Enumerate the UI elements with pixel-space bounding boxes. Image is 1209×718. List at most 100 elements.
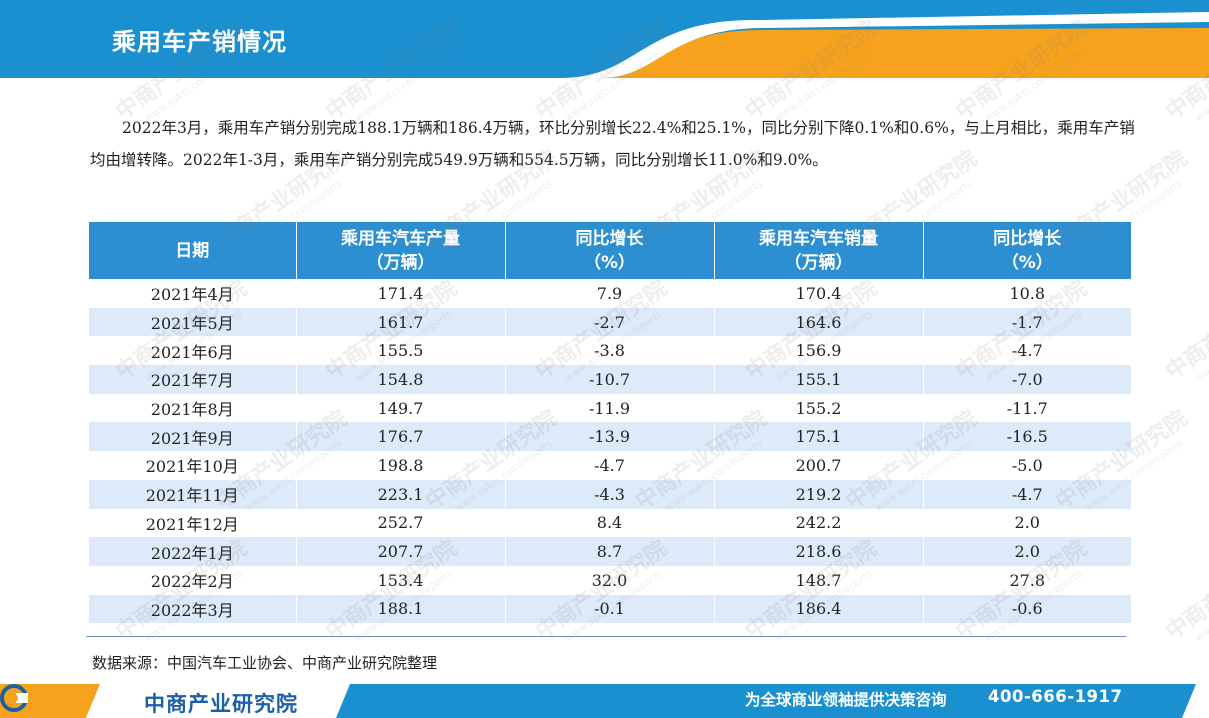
table-cell: 2021年7月 <box>89 365 297 394</box>
table-row: 2021年5月 161.7 -2.7 164.6 -1.7 <box>89 307 1131 337</box>
page-title: 乘用车产销情况 <box>112 28 287 56</box>
table-cell: -0.6 <box>923 594 1131 624</box>
table-cell: -10.7 <box>505 365 715 394</box>
table-cell: 149.7 <box>296 393 506 423</box>
svg-text:www.askci.com/reports: www.askci.com/reports <box>1193 309 1209 384</box>
column-header-label: 同比增长 <box>575 228 644 249</box>
table-cell: 188.1 <box>296 594 506 624</box>
footer-phone: 400-666-1917 <box>988 687 1123 706</box>
column-header-label: 乘用车汽车销量 <box>759 228 878 249</box>
logo-icon <box>0 684 28 712</box>
table-cell: 155.5 <box>296 336 506 366</box>
table-cell: -4.3 <box>505 479 715 509</box>
table-cell: 2.0 <box>923 508 1131 538</box>
svg-text:中商产业研究院: 中商产业研究院 <box>1161 275 1209 385</box>
table-cell: 164.6 <box>714 307 924 337</box>
table-cell: 155.2 <box>714 393 924 423</box>
table-cell: 2022年1月 <box>89 537 297 566</box>
logo-text: 中商产业研究院 <box>144 692 298 716</box>
svg-text:中商产业研究院: 中商产业研究院 <box>1161 535 1209 645</box>
column-header-label: 乘用车汽车产量 <box>341 228 460 249</box>
table-cell: 156.9 <box>714 336 924 366</box>
table-cell: 218.6 <box>714 537 924 566</box>
footer-banner: 中商产业研究院 为全球商业领袖提供决策咨询 400-666-1917 <box>0 684 1209 718</box>
table-cell: -11.7 <box>923 393 1131 423</box>
table-cell: 207.7 <box>296 537 506 566</box>
table-cell: 198.8 <box>296 451 506 480</box>
table-row: 2021年4月 171.4 7.9 170.4 10.8 <box>89 279 1131 308</box>
table-cell: 154.8 <box>296 365 506 394</box>
table-cell: 2021年9月 <box>89 422 297 452</box>
table-cell: 219.2 <box>714 479 924 509</box>
table-cell: 2021年11月 <box>89 479 297 509</box>
column-header-unit: （万辆） <box>366 252 435 273</box>
table-cell: 148.7 <box>714 565 924 595</box>
column-header-label: 同比增长 <box>993 228 1062 249</box>
footer-slogan: 为全球商业领袖提供决策咨询 <box>745 691 947 709</box>
table-cell: -5.0 <box>923 451 1131 480</box>
table-cell: 153.4 <box>296 565 506 595</box>
table-cell: 170.4 <box>714 279 924 308</box>
table-cell: 2021年8月 <box>89 393 297 423</box>
column-header-label: 日期 <box>175 240 210 261</box>
table-cell: 155.1 <box>714 365 924 394</box>
table-cell: -4.7 <box>923 479 1131 509</box>
column-header: 同比增长 （%） <box>923 222 1131 279</box>
data-source-note: 数据来源：中国汽车工业协会、中商产业研究院整理 <box>92 654 438 672</box>
header-background <box>0 0 1209 78</box>
column-header-unit: （%） <box>1001 252 1053 273</box>
header-banner: 乘用车产销情况 <box>0 0 1209 78</box>
table-cell: -0.1 <box>505 594 715 624</box>
table-cell: 2022年2月 <box>89 565 297 595</box>
table-cell: 175.1 <box>714 422 924 452</box>
table-cell: 186.4 <box>714 594 924 624</box>
table-cell: -1.7 <box>923 307 1131 337</box>
table-cell: -2.7 <box>505 307 715 337</box>
table-cell: 2021年10月 <box>89 451 297 480</box>
table-cell: 32.0 <box>505 565 715 595</box>
table-cell: 200.7 <box>714 451 924 480</box>
table-row: 2021年8月 149.7 -11.9 155.2 -11.7 <box>89 393 1131 423</box>
table-cell: 223.1 <box>296 479 506 509</box>
table-cell: 10.8 <box>923 279 1131 308</box>
table-row: 2022年1月 207.7 8.7 218.6 2.0 <box>89 537 1131 566</box>
table-cell: 176.7 <box>296 422 506 452</box>
table-row: 2021年6月 155.5 -3.8 156.9 -4.7 <box>89 336 1131 366</box>
table-row: 2022年3月 188.1 -0.1 186.4 -0.6 <box>89 594 1131 624</box>
column-header: 日期 <box>89 222 297 279</box>
table-cell: 2.0 <box>923 537 1131 566</box>
table-cell: 8.4 <box>505 508 715 538</box>
table-cell: -11.9 <box>505 393 715 423</box>
intro-paragraph: 2022年3月，乘用车产销分别完成188.1万辆和186.4万辆，环比分别增长2… <box>90 119 1135 169</box>
table-cell: -4.7 <box>923 336 1131 366</box>
svg-text:www.askci.com/reports: www.askci.com/reports <box>1193 569 1209 644</box>
table-cell: 2021年5月 <box>89 307 297 337</box>
production-sales-table: 日期 乘用车汽车产量 （万辆） 同比增长 （%） 乘用车汽车销量 （万辆） 同比增长 （%） 2… <box>89 222 1131 624</box>
table-cell: 8.7 <box>505 537 715 566</box>
table-cell: -16.5 <box>923 422 1131 452</box>
table-cell: 27.8 <box>923 565 1131 595</box>
column-header: 乘用车汽车销量 （万辆） <box>714 222 924 279</box>
table-cell: -4.7 <box>505 451 715 480</box>
table-cell: -13.9 <box>505 422 715 452</box>
table-cell: -3.8 <box>505 336 715 366</box>
table-row: 2021年7月 154.8 -10.7 155.1 -7.0 <box>89 365 1131 394</box>
table-cell: -7.0 <box>923 365 1131 394</box>
column-header-unit: （%） <box>583 252 636 273</box>
table-cell: 242.2 <box>714 508 924 538</box>
table-cell: 2021年6月 <box>89 336 297 366</box>
table-body: 2021年4月 171.4 7.9 170.4 10.8 2021年5月 161.7 -2.7… <box>89 279 1131 624</box>
column-header: 乘用车汽车产量 （万辆） <box>296 222 506 279</box>
column-header: 同比增长 （%） <box>505 222 715 279</box>
table-row: 2021年12月 252.7 8.4 242.2 2.0 <box>89 508 1131 538</box>
table-cell: 7.9 <box>505 279 715 308</box>
table-row: 2022年2月 153.4 32.0 148.7 27.8 <box>89 565 1131 595</box>
table-header-row: 日期 乘用车汽车产量 （万辆） 同比增长 （%） 乘用车汽车销量 （万辆） 同比增长 （%） <box>89 222 1131 279</box>
table-cell: 161.7 <box>296 307 506 337</box>
table-row: 2021年9月 176.7 -13.9 175.1 -16.5 <box>89 422 1131 452</box>
divider-line <box>86 636 1126 637</box>
column-header-unit: （万辆） <box>784 252 853 273</box>
table-cell: 2021年4月 <box>89 279 297 308</box>
